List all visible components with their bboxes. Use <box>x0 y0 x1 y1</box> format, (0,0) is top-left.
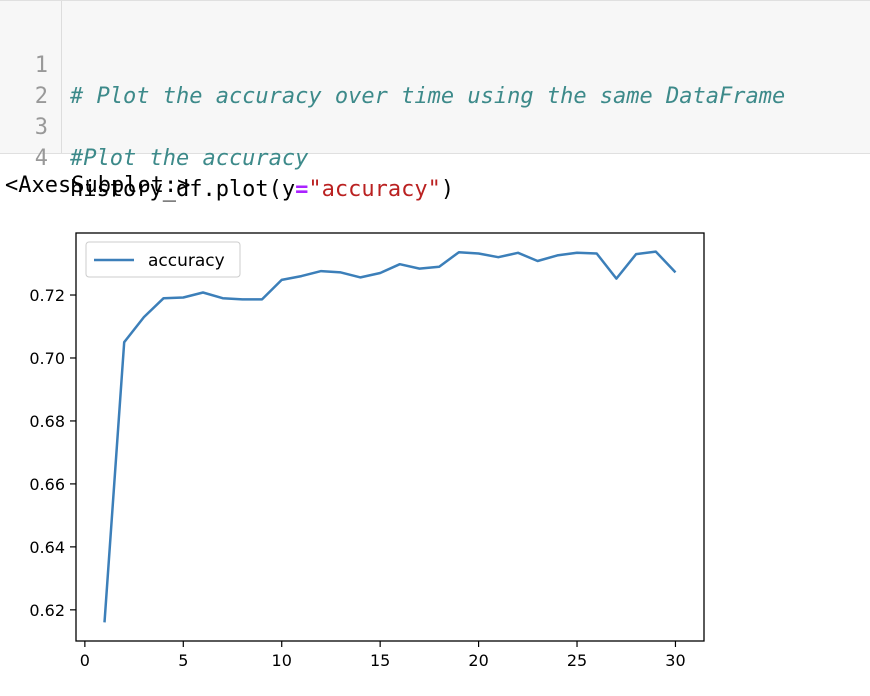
series-line-accuracy <box>103 250 677 623</box>
output-text: <AxesSubplot:> <box>5 173 191 198</box>
code-comment: #Plot the accuracy <box>70 146 309 171</box>
x-axis-ticks: 0 5 10 15 20 25 30 <box>80 641 686 670</box>
line-number: 3 <box>34 115 48 140</box>
x-tick-label: 5 <box>178 651 188 670</box>
line-number-gutter <box>0 1 62 153</box>
code-line-1: 1 # Plot the accuracy over time using th… <box>0 19 870 109</box>
code-operator: = <box>295 177 309 202</box>
code-line-4: 4 history_df.plot(y="accuracy") <box>0 112 870 202</box>
y-tick-label: 0.72 <box>29 286 65 305</box>
legend-label: accuracy <box>148 251 225 271</box>
code-cell[interactable]: 1 # Plot the accuracy over time using th… <box>0 0 870 202</box>
y-axis-ticks: 0.62 0.64 0.66 0.68 0.70 0.72 <box>29 286 76 620</box>
code-line-2: 2 <box>0 50 870 109</box>
code-string: "accuracy" <box>308 177 441 202</box>
legend: accuracy <box>85 241 241 278</box>
x-tick-label: 15 <box>370 651 390 670</box>
code-line-3: 3 #Plot the accuracy <box>0 81 870 171</box>
accuracy-plot: 0.62 0.64 0.66 0.68 0.70 0.72 0 5 10 15 20 25 30 ac… <box>29 232 705 670</box>
code-comment: # Plot the accuracy over time using the … <box>70 84 786 109</box>
code-text: history_df.plot(y <box>70 177 296 202</box>
y-tick-label: 0.66 <box>29 475 65 494</box>
y-tick-label: 0.68 <box>29 412 65 431</box>
line-number: 4 <box>34 146 48 171</box>
line-number: 2 <box>34 84 48 109</box>
code-text: ) <box>440 177 455 202</box>
legend-box <box>85 241 241 278</box>
x-tick-label: 25 <box>567 651 587 670</box>
plot-frame <box>75 232 705 642</box>
y-tick-label: 0.70 <box>29 349 65 368</box>
y-tick-label: 0.64 <box>29 538 65 557</box>
x-tick-label: 30 <box>665 651 685 670</box>
x-tick-label: 10 <box>272 651 292 670</box>
code-statement: history_df.plot(y="accuracy") <box>70 174 454 205</box>
y-tick-label: 0.62 <box>29 601 65 620</box>
line-number: 1 <box>34 53 48 78</box>
x-tick-label: 0 <box>80 651 90 670</box>
x-tick-label: 20 <box>468 651 488 670</box>
